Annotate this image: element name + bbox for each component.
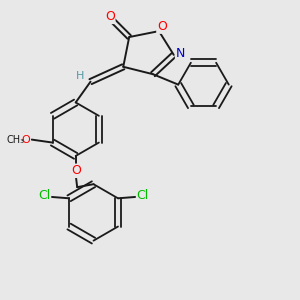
- Text: O: O: [157, 20, 167, 33]
- Text: O: O: [21, 135, 30, 145]
- Text: H: H: [76, 71, 84, 81]
- Text: N: N: [176, 47, 185, 60]
- Text: CH₃: CH₃: [6, 135, 24, 145]
- Text: Cl: Cl: [38, 189, 50, 203]
- Text: O: O: [71, 164, 81, 177]
- Text: Cl: Cl: [136, 189, 149, 203]
- Text: O: O: [105, 10, 115, 23]
